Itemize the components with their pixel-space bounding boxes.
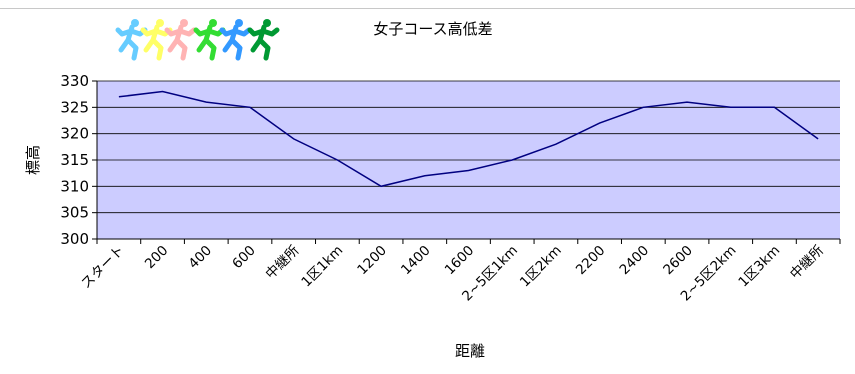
series-line <box>118 90 819 188</box>
x-tick-label: 400 <box>186 243 216 273</box>
runner-figure <box>164 19 197 61</box>
x-tick-label: 1区2km <box>517 243 565 291</box>
y-tick-label: 330 <box>60 72 89 90</box>
y-axis-title: 標高 <box>24 145 42 175</box>
runners-logo <box>115 19 280 61</box>
chart-title: 女子コース高低差 <box>373 20 492 38</box>
x-tick-label: 1400 <box>398 243 434 279</box>
y-tick-label: 320 <box>60 125 89 143</box>
x-tick-label: 中継所 <box>787 243 827 283</box>
runner-figure <box>140 19 173 61</box>
runner-figure <box>115 19 148 61</box>
x-tick-label: 2600 <box>660 243 696 279</box>
series-group <box>118 90 819 188</box>
x-tick-label: 2200 <box>573 243 609 279</box>
y-tick-label: 310 <box>60 177 89 195</box>
x-tick-label: 200 <box>142 243 172 273</box>
y-tick-label: 315 <box>60 151 89 169</box>
x-tick-label: 1区3km <box>735 243 783 291</box>
y-axis-ticks: 300 305 310 315 320 325 330 <box>60 72 97 248</box>
runner-figure <box>219 19 252 61</box>
y-tick-label: 325 <box>60 98 89 116</box>
x-tick-label: 2400 <box>617 243 653 279</box>
runner-figure <box>247 19 280 61</box>
x-axis-title: 距離 <box>455 342 485 360</box>
window-top-border <box>0 0 855 9</box>
runner-figure <box>193 19 226 61</box>
x-tick-label: 1区1km <box>298 243 346 291</box>
x-tick-label: 1200 <box>354 243 390 279</box>
y-tick-label: 300 <box>60 230 89 248</box>
y-tick-label: 305 <box>60 204 89 222</box>
x-tick-label: スタート <box>78 243 127 292</box>
x-tick-label: 1600 <box>442 243 478 279</box>
x-tick-label: 600 <box>229 243 259 273</box>
x-tick-label: 中継所 <box>263 243 303 283</box>
